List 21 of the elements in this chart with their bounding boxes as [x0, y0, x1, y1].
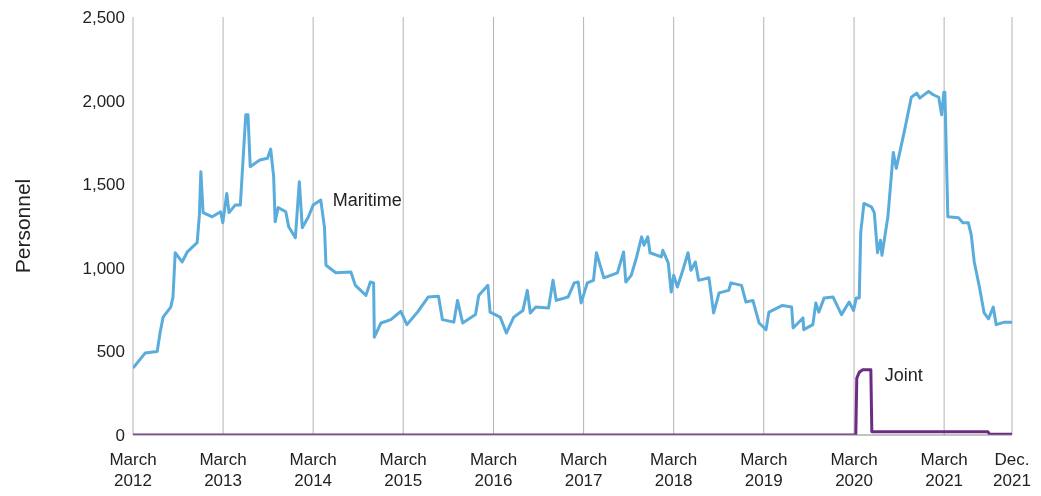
y-tick-label: 500	[96, 342, 125, 362]
y-axis-title: Personnel	[11, 178, 35, 274]
line-series	[133, 89, 1012, 370]
y-tick-label: 1,500	[82, 175, 125, 195]
x-tick-label: March 2013	[199, 450, 247, 490]
y-tick-label: 1,000	[82, 258, 125, 278]
x-tick-label: March 2020	[830, 450, 878, 490]
y-tick-label: 2,000	[82, 91, 125, 111]
x-tick-label: March 2021	[920, 450, 968, 490]
x-tick-label: March 2019	[740, 450, 788, 490]
x-tick-label: March 2016	[469, 450, 518, 490]
annotation: Maritime	[332, 190, 402, 211]
annotation: Joint	[884, 364, 923, 385]
y-tick-label: 2,500	[82, 8, 125, 28]
x-tick-label: March 2015	[379, 450, 427, 490]
y-tick-label: 0	[115, 426, 125, 446]
x-tick-label: March 2012	[109, 450, 157, 490]
x-tick-label: March 2017	[559, 450, 608, 490]
x-tick-label: March 2014	[289, 450, 337, 490]
x-tick-label: March 2018	[650, 450, 698, 490]
x-tick-label: Dec. 2021	[993, 450, 1031, 490]
